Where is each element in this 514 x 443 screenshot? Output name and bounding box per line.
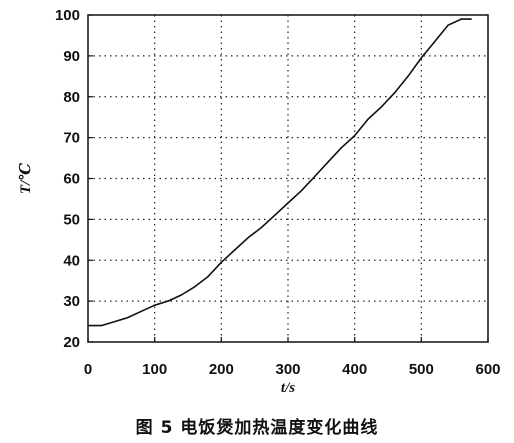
data-point bbox=[180, 294, 182, 296]
data-point bbox=[314, 175, 316, 178]
data-point bbox=[247, 237, 249, 239]
x-tick-label: 500 bbox=[409, 361, 434, 378]
y-tick-label: 90 bbox=[63, 48, 80, 65]
data-point bbox=[234, 249, 236, 251]
x-tick-label: 100 bbox=[142, 361, 167, 378]
axis-ticks: 0 100 200 300 400 500 600 20 30 40 50 60 70 80 90 100 bbox=[55, 7, 501, 378]
x-tick-label: 400 bbox=[342, 361, 367, 378]
y-tick-label: 50 bbox=[63, 211, 80, 228]
x-tick-label: 600 bbox=[475, 361, 500, 378]
data-point bbox=[87, 325, 89, 327]
data-point bbox=[367, 118, 369, 120]
y-tick-label: 60 bbox=[63, 171, 80, 188]
data-point bbox=[447, 24, 449, 26]
x-tick-label: 0 bbox=[84, 361, 92, 378]
x-tick-label: 200 bbox=[209, 361, 234, 378]
y-tick-label: 20 bbox=[63, 334, 80, 351]
temperature-curve bbox=[88, 18, 472, 327]
y-tick-label: 80 bbox=[63, 89, 80, 106]
plot-frame bbox=[87, 14, 489, 343]
data-point bbox=[327, 161, 329, 163]
data-point bbox=[167, 300, 169, 302]
data-point bbox=[340, 147, 342, 149]
data-point bbox=[140, 310, 142, 312]
data-point bbox=[460, 18, 462, 20]
x-axis-label: t/s bbox=[281, 380, 295, 396]
y-tick-label: 70 bbox=[63, 130, 80, 147]
series-layer bbox=[87, 18, 472, 327]
data-point bbox=[380, 106, 382, 108]
y-tick-label: 40 bbox=[63, 252, 80, 269]
data-point bbox=[354, 134, 356, 137]
data-point bbox=[394, 92, 396, 94]
data-point bbox=[470, 18, 472, 20]
data-point bbox=[274, 214, 276, 216]
x-tick-label: 300 bbox=[275, 361, 300, 378]
data-point bbox=[220, 261, 222, 263]
figure-caption: 图 5 电饭煲加热温度变化曲线 bbox=[135, 418, 379, 438]
data-point bbox=[287, 202, 289, 204]
data-point bbox=[194, 286, 196, 288]
data-point bbox=[260, 226, 262, 229]
y-tick-label: 30 bbox=[63, 293, 80, 310]
data-point bbox=[300, 190, 302, 192]
y-tick-label: 100 bbox=[55, 7, 80, 24]
data-point bbox=[100, 325, 102, 327]
data-point bbox=[154, 304, 156, 306]
data-point bbox=[420, 57, 422, 59]
data-point bbox=[207, 276, 209, 278]
data-point bbox=[434, 40, 436, 43]
data-point bbox=[114, 320, 116, 323]
data-point bbox=[407, 75, 409, 77]
data-point bbox=[127, 316, 129, 319]
y-axis-label: T/℃ bbox=[18, 163, 34, 194]
grid-lines bbox=[88, 15, 488, 342]
